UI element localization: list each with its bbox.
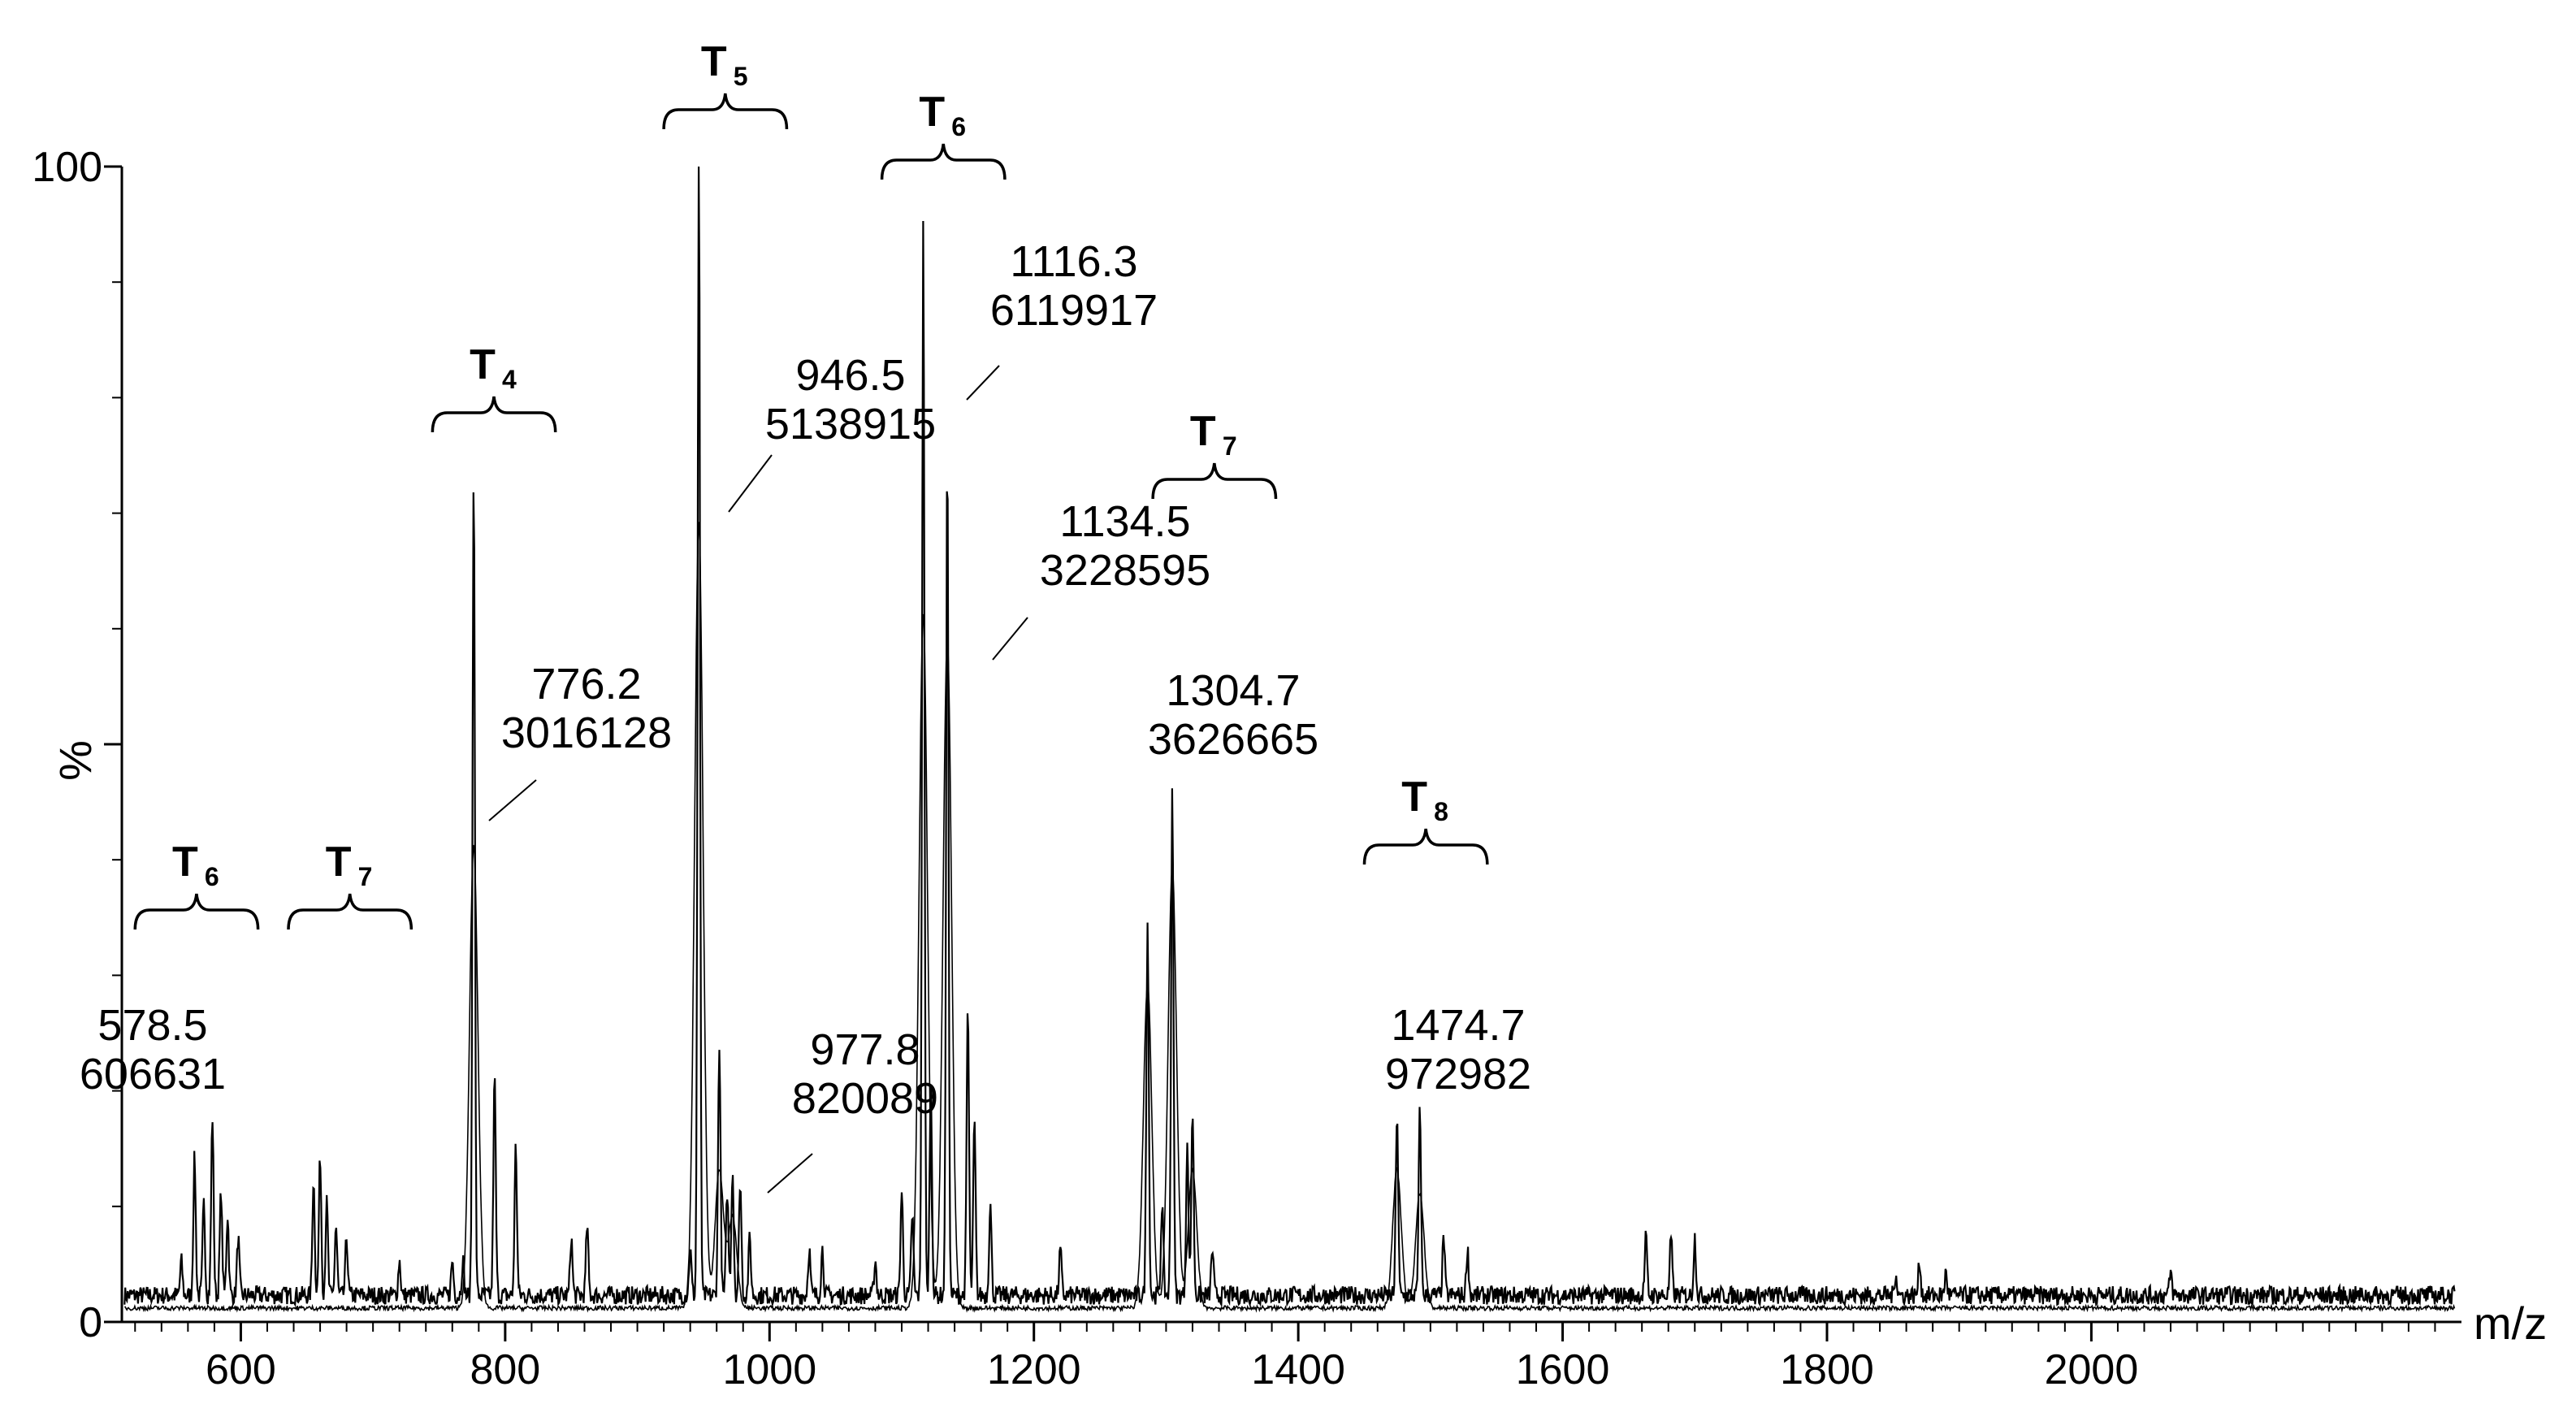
group-bracket	[662, 93, 789, 130]
spectrum-series	[123, 166, 2456, 1313]
y-axis-label: %	[50, 740, 101, 781]
group-bracket-label: T	[919, 89, 945, 136]
group-bracket-label: T	[326, 838, 352, 886]
y-ticks: 0% 100	[32, 144, 122, 1346]
x-tick-label: 1200	[987, 1346, 1081, 1393]
peak-label-intensity: 3626665	[1148, 715, 1318, 764]
x-tick-label: 2000	[2045, 1346, 2139, 1393]
peak-label-mz: 946.5	[795, 351, 905, 400]
peak-leader-line	[966, 365, 1000, 401]
peak-leader-line	[488, 779, 537, 821]
group-bracket	[431, 396, 557, 433]
peak-label-mz: 1304.7	[1166, 666, 1300, 715]
peak-label-intensity: 820089	[792, 1074, 938, 1123]
group-bracket	[1151, 462, 1278, 500]
group-bracket-subscript: 5	[734, 62, 748, 91]
peak-label-intensity: 3228595	[1040, 546, 1210, 595]
spectrum-trace-2	[123, 522, 2456, 1313]
group-bracket-subscript: 6	[205, 862, 219, 891]
x-tick-label: 600	[206, 1346, 276, 1393]
group-bracket-subscript: 7	[1223, 431, 1237, 461]
group-bracket-subscript: 8	[1434, 797, 1448, 826]
peak-label-mz: 1134.5	[1059, 497, 1190, 546]
peak-label-mz: 776.2	[531, 660, 641, 708]
x-tick-label: 1600	[1516, 1346, 1610, 1393]
peak-label-intensity: 6119917	[990, 286, 1158, 335]
group-bracket	[133, 893, 260, 930]
x-tick-label: 800	[470, 1346, 540, 1393]
group-bracket	[880, 143, 1007, 180]
group-bracket-subscript: 7	[358, 862, 373, 891]
peak-leader-line	[992, 617, 1028, 661]
y-tick-label: 0	[79, 1299, 102, 1346]
group-bracket-label: T	[1401, 774, 1427, 821]
x-tick-label: 1000	[722, 1346, 816, 1393]
group-bracket-label: T	[701, 38, 727, 85]
peak-label-intensity: 972982	[1385, 1050, 1531, 1098]
peak-label-intensity: 606631	[80, 1050, 226, 1098]
peak-leader-line	[728, 454, 773, 513]
x-ticks: 600 800 1000 1200 1400 1600 1800 2000	[134, 1322, 2436, 1393]
spectrum-trace-1	[123, 166, 2456, 1308]
peak-label-mz: 1474.7	[1391, 1001, 1525, 1050]
group-bracket	[287, 893, 413, 930]
group-bracket-label: T	[1190, 408, 1216, 455]
group-bracket-label: T	[172, 838, 198, 886]
group-bracket-subscript: 6	[951, 112, 966, 141]
peak-leader-line	[767, 1153, 813, 1194]
y-tick-label: 100	[32, 144, 102, 191]
x-axis-label: m/z	[2474, 1298, 2547, 1349]
x-tick-label: 1800	[1780, 1346, 1874, 1393]
peak-label-mz: 1116.3	[1010, 237, 1137, 286]
group-brackets: T 6 T 7T 4T 5T 6T 7T 8	[133, 38, 1489, 930]
peak-label-mz: 578.5	[97, 1001, 207, 1050]
group-bracket	[1362, 828, 1489, 865]
peak-label-intensity: 3016128	[501, 708, 672, 757]
group-bracket-subscript: 4	[502, 365, 517, 394]
group-bracket-label: T	[470, 341, 496, 388]
peak-label-intensity: 5138915	[765, 400, 936, 448]
x-tick-label: 1400	[1251, 1346, 1345, 1393]
peak-label-mz: 977.8	[810, 1025, 920, 1074]
